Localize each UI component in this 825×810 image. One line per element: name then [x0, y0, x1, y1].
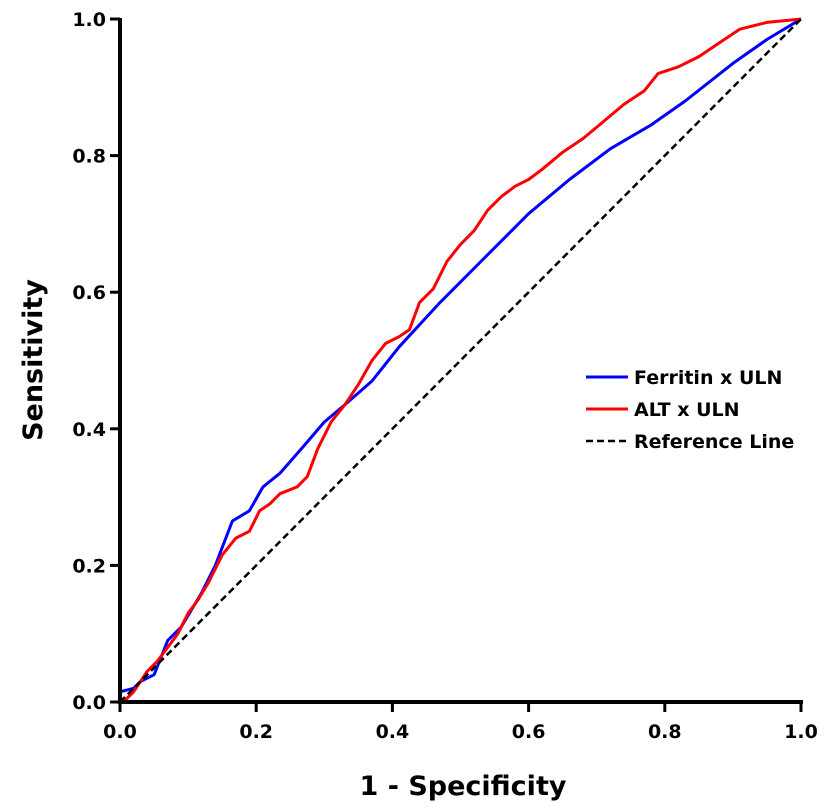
series-line-3 — [119, 18, 802, 703]
x-tick-label: 0.4 — [376, 721, 410, 743]
x-tick-label: 0.6 — [512, 721, 546, 743]
legend-label: ALT x ULN — [634, 399, 740, 421]
x-axis-title: 1 - Specificity — [360, 771, 567, 802]
y-axis-title: Sensitivity — [18, 279, 49, 441]
y-axis-ticks: 0.0 0.2 0.4 0.6 0.8 1.0 — [72, 9, 120, 714]
y-tick-label: 0.2 — [72, 555, 106, 577]
x-tick-label: 0.0 — [103, 721, 137, 743]
y-tick-label: 0.8 — [72, 146, 106, 168]
legend: Ferritin x ULN ALT x ULN Reference Line — [586, 367, 794, 453]
y-tick-label: 0.0 — [72, 692, 106, 714]
y-tick-label: 0.4 — [72, 419, 106, 441]
plot-area — [118, 17, 802, 704]
x-tick-label: 0.8 — [648, 721, 682, 743]
x-tick-label: 0.2 — [239, 721, 273, 743]
x-tick-label: 1.0 — [784, 721, 818, 743]
y-tick-label: 0.6 — [72, 282, 106, 304]
y-tick-label: 1.0 — [72, 9, 106, 31]
legend-label: Reference Line — [634, 431, 794, 453]
series-line-2 — [119, 17, 802, 704]
x-axis-ticks: 0.0 0.2 0.4 0.6 0.8 1.0 — [103, 702, 818, 743]
legend-label: Ferritin x ULN — [634, 367, 782, 389]
